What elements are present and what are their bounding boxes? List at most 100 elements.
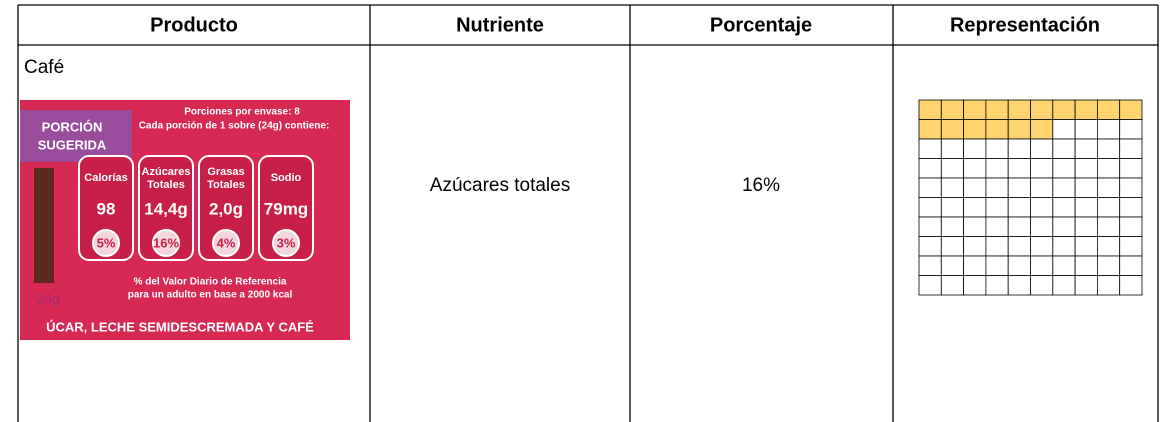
grid-cell-empty <box>1053 276 1075 296</box>
grid-cell-empty <box>986 237 1008 257</box>
nutrient-name: Calorías <box>84 172 127 184</box>
grid-cell-empty <box>941 256 963 276</box>
grid-cell-empty <box>1075 256 1097 276</box>
grid-cell-empty <box>1120 120 1142 140</box>
grid-cell-empty <box>986 256 1008 276</box>
grid-cell-empty <box>1053 159 1075 179</box>
servings: Porciones por envase: 8 <box>184 107 300 118</box>
grid-cell-empty <box>1120 256 1142 276</box>
grid-cell-filled <box>964 100 986 120</box>
grid-cell-empty <box>1120 139 1142 159</box>
grid-cell-empty <box>919 256 941 276</box>
header-cell: Representación <box>950 14 1100 36</box>
grid-cell-empty <box>1031 237 1053 257</box>
grid-cell-empty <box>1097 178 1119 198</box>
nutrient-percent: 5% <box>97 235 116 250</box>
grid-cell-empty <box>1120 178 1142 198</box>
nutrient-name: Sodio <box>271 172 302 184</box>
nutrient-name: Totales <box>207 179 245 191</box>
percentage: 16% <box>742 175 780 196</box>
nutrient-percent: 4% <box>217 235 236 250</box>
grid-cell-empty <box>1075 159 1097 179</box>
percentage-grid <box>919 100 1142 295</box>
grid-cell-empty <box>1008 237 1030 257</box>
product-name: Café <box>24 57 64 78</box>
grid-cell-filled <box>1008 120 1030 140</box>
grid-cell-empty <box>1075 217 1097 237</box>
grid-cell-empty <box>919 276 941 296</box>
grid-cell-empty <box>919 237 941 257</box>
grid-cell-empty <box>964 237 986 257</box>
badge-text: PORCIÓN <box>42 119 103 134</box>
grid-cell-empty <box>1031 139 1053 159</box>
grid-cell-empty <box>1097 139 1119 159</box>
weight: 24g <box>36 291 59 307</box>
nutrient-name: Azúcares <box>142 166 191 178</box>
grid-cell-empty <box>964 198 986 218</box>
nutrient-amount: 98 <box>97 199 116 218</box>
grid-cell-empty <box>1120 198 1142 218</box>
grid-cell-empty <box>919 198 941 218</box>
grid-cell-empty <box>919 139 941 159</box>
nutrient-amount: 2,0g <box>209 199 243 218</box>
grid-cell-empty <box>1053 217 1075 237</box>
grid-cell-empty <box>1053 198 1075 218</box>
grid-cell-empty <box>1008 256 1030 276</box>
grid-cell-empty <box>1008 159 1030 179</box>
nutrient-amount: 79mg <box>264 199 308 218</box>
grid-cell-empty <box>986 276 1008 296</box>
grid-cell-empty <box>1075 139 1097 159</box>
badge <box>20 110 132 162</box>
footnote: para un adulto en base a 2000 kcal <box>128 290 293 301</box>
grid-cell-filled <box>1120 100 1142 120</box>
grid-cell-empty <box>964 139 986 159</box>
grid-cell-empty <box>1008 217 1030 237</box>
header-cell: Nutriente <box>456 14 544 36</box>
grid-cell-empty <box>1031 198 1053 218</box>
grid-cell-empty <box>964 256 986 276</box>
grid-cell-empty <box>941 139 963 159</box>
grid-cell-empty <box>986 159 1008 179</box>
grid-cell-empty <box>1075 198 1097 218</box>
grid-cell-empty <box>919 159 941 179</box>
grid-cell-filled <box>941 100 963 120</box>
grid-cell-empty <box>1031 217 1053 237</box>
grid-cell-empty <box>964 217 986 237</box>
grid-cell-filled <box>1031 100 1053 120</box>
nutrient-amount: 14,4g <box>144 199 187 218</box>
footnote: % del Valor Diario de Referencia <box>134 277 287 288</box>
nutrient-name: Grasas <box>207 166 244 178</box>
serving-size: Cada porción de 1 sobre (24g) contiene: <box>139 121 330 132</box>
grid-cell-empty <box>1008 139 1030 159</box>
header-cell: Producto <box>150 14 238 36</box>
grid-cell-empty <box>1097 159 1119 179</box>
grid-cell-empty <box>1120 237 1142 257</box>
grid-cell-empty <box>1053 256 1075 276</box>
badge-text: SUGERIDA <box>38 137 107 152</box>
grid-cell-empty <box>1075 120 1097 140</box>
grid-cell-filled <box>964 120 986 140</box>
grid-cell-empty <box>941 276 963 296</box>
nutrient-percent: 3% <box>277 235 296 250</box>
grid-cell-empty <box>1053 120 1075 140</box>
grid-cell-empty <box>986 217 1008 237</box>
grid-cell-empty <box>941 217 963 237</box>
grid-cell-filled <box>1075 100 1097 120</box>
grid-cell-filled <box>1008 100 1030 120</box>
nutrition-label-photo: PORCIÓN SUGERIDA Porciones por envase: 8… <box>20 100 350 340</box>
ingredients: ÚCAR, LECHE SEMIDESCREMADA Y CAFÉ <box>46 319 314 334</box>
grid-cell-filled <box>1053 100 1075 120</box>
grid-cell-empty <box>1097 198 1119 218</box>
grid-cell-filled <box>1097 100 1119 120</box>
grid-cell-empty <box>919 178 941 198</box>
grid-cell-filled <box>919 100 941 120</box>
grid-cell-empty <box>1031 276 1053 296</box>
grid-cell-empty <box>1053 139 1075 159</box>
grid-cell-empty <box>1075 178 1097 198</box>
grid-cell-empty <box>941 198 963 218</box>
grid-cell-empty <box>941 178 963 198</box>
nutrient-percent: 16% <box>153 235 179 250</box>
grid-cell-empty <box>1053 237 1075 257</box>
grid-cell-empty <box>1120 159 1142 179</box>
grid-cell-empty <box>964 178 986 198</box>
